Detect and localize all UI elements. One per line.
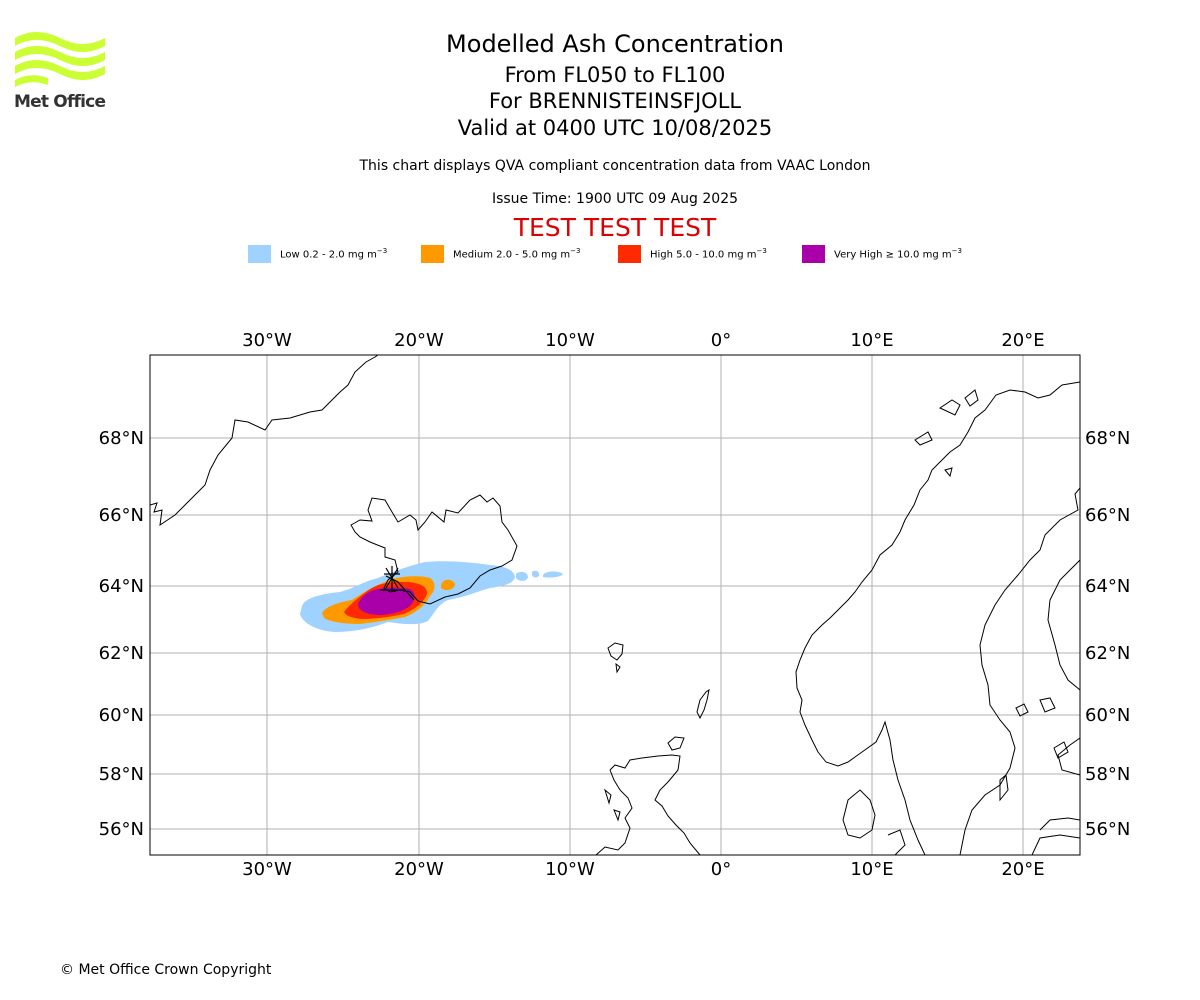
lat-tick-left-60n: 60°N — [99, 705, 144, 726]
volcano-marker — [380, 566, 415, 601]
lon-tick-bottom-10e: 10°E — [850, 859, 893, 880]
copyright: © Met Office Crown Copyright — [60, 962, 272, 978]
lat-ticks-left: 68°N 66°N 64°N 62°N 60°N 58°N 56°N — [99, 428, 144, 840]
lon-tick-top-0: 0° — [711, 330, 731, 351]
ash-very-high-region — [358, 587, 415, 615]
legend-label-high: High 5.0 - 10.0 mg m — [650, 249, 757, 261]
map-frame-bg — [150, 355, 1080, 855]
lon-tick-top-10w: 10°W — [545, 330, 595, 351]
lon-tick-bottom-10w: 10°W — [545, 859, 595, 880]
valid-time: Valid at 0400 UTC 10/08/2025 — [457, 116, 773, 140]
gridlines — [150, 355, 1080, 855]
lon-tick-bottom-30w: 30°W — [242, 859, 292, 880]
lat-tick-left-66n: 66°N — [99, 505, 144, 526]
lon-tick-top-20e: 20°E — [1001, 330, 1044, 351]
test-banner: TEST TEST TEST — [513, 213, 717, 242]
qva-notice: This chart displays QVA compliant concen… — [359, 158, 871, 174]
lon-tick-bottom-20e: 20°E — [1001, 859, 1044, 880]
legend-swatch-very-high — [802, 245, 825, 263]
lat-tick-right-68n: 68°N — [1085, 428, 1130, 449]
logo-text: Met Office — [14, 92, 106, 112]
lon-tick-bottom-20w: 20°W — [394, 859, 444, 880]
met-office-logo — [15, 32, 105, 87]
lon-tick-top-30w: 30°W — [242, 330, 292, 351]
lat-tick-left-64n: 64°N — [99, 576, 144, 597]
legend-label-low: Low 0.2 - 2.0 mg m — [280, 249, 377, 261]
legend-swatch-low — [248, 245, 271, 263]
issue-time: Issue Time: 1900 UTC 09 Aug 2025 — [491, 191, 739, 207]
lon-ticks-top: 30°W 20°W 10°W 0° 10°E 20°E — [242, 330, 1044, 351]
lon-tick-top-10e: 10°E — [850, 330, 893, 351]
chart-title: Modelled Ash Concentration — [446, 30, 784, 58]
legend-swatch-medium — [421, 245, 444, 263]
coastline-norway — [795, 381, 1080, 855]
lon-tick-top-20w: 20°W — [394, 330, 444, 351]
lat-tick-right-64n: 64°N — [1085, 576, 1130, 597]
coastline-faroes — [607, 642, 624, 661]
coastline-sweden — [959, 487, 1080, 855]
coastline-shetland — [696, 688, 710, 720]
coastline-greenland — [150, 355, 379, 527]
ash-plume — [300, 561, 563, 632]
lat-tick-left-56n: 56°N — [99, 819, 144, 840]
legend-label-very-high: Very High ≥ 10.0 mg m — [834, 249, 952, 261]
coastline-denmark — [842, 789, 876, 839]
lat-ticks-right: 68°N 66°N 64°N 62°N 60°N 58°N 56°N — [1085, 428, 1130, 840]
lat-tick-left-62n: 62°N — [99, 643, 144, 664]
legend-label-medium: Medium 2.0 - 5.0 mg m — [453, 249, 571, 261]
legend-swatch-high — [618, 245, 641, 263]
ash-medium-fragment — [441, 579, 455, 591]
lat-tick-right-62n: 62°N — [1085, 643, 1130, 664]
lat-tick-left-68n: 68°N — [99, 428, 144, 449]
lat-tick-right-56n: 56°N — [1085, 819, 1130, 840]
map-frame — [149, 354, 1081, 856]
flight-level-range: From FL050 to FL100 — [504, 63, 726, 87]
lon-tick-bottom-0: 0° — [711, 859, 731, 880]
lat-tick-right-58n: 58°N — [1085, 764, 1130, 785]
ash-low-fragment-1 — [516, 571, 528, 581]
ash-low-fragment-3 — [543, 571, 563, 578]
lat-tick-right-66n: 66°N — [1085, 505, 1130, 526]
lat-tick-left-58n: 58°N — [99, 764, 144, 785]
ash-low-fragment-2 — [532, 570, 540, 578]
lon-ticks-bottom: 30°W 20°W 10°W 0° 10°E 20°E — [242, 859, 1044, 880]
volcano-name: For BRENNISTEINSFJOLL — [488, 89, 742, 113]
coastline-scotland — [609, 754, 701, 855]
lat-tick-right-60n: 60°N — [1085, 705, 1130, 726]
